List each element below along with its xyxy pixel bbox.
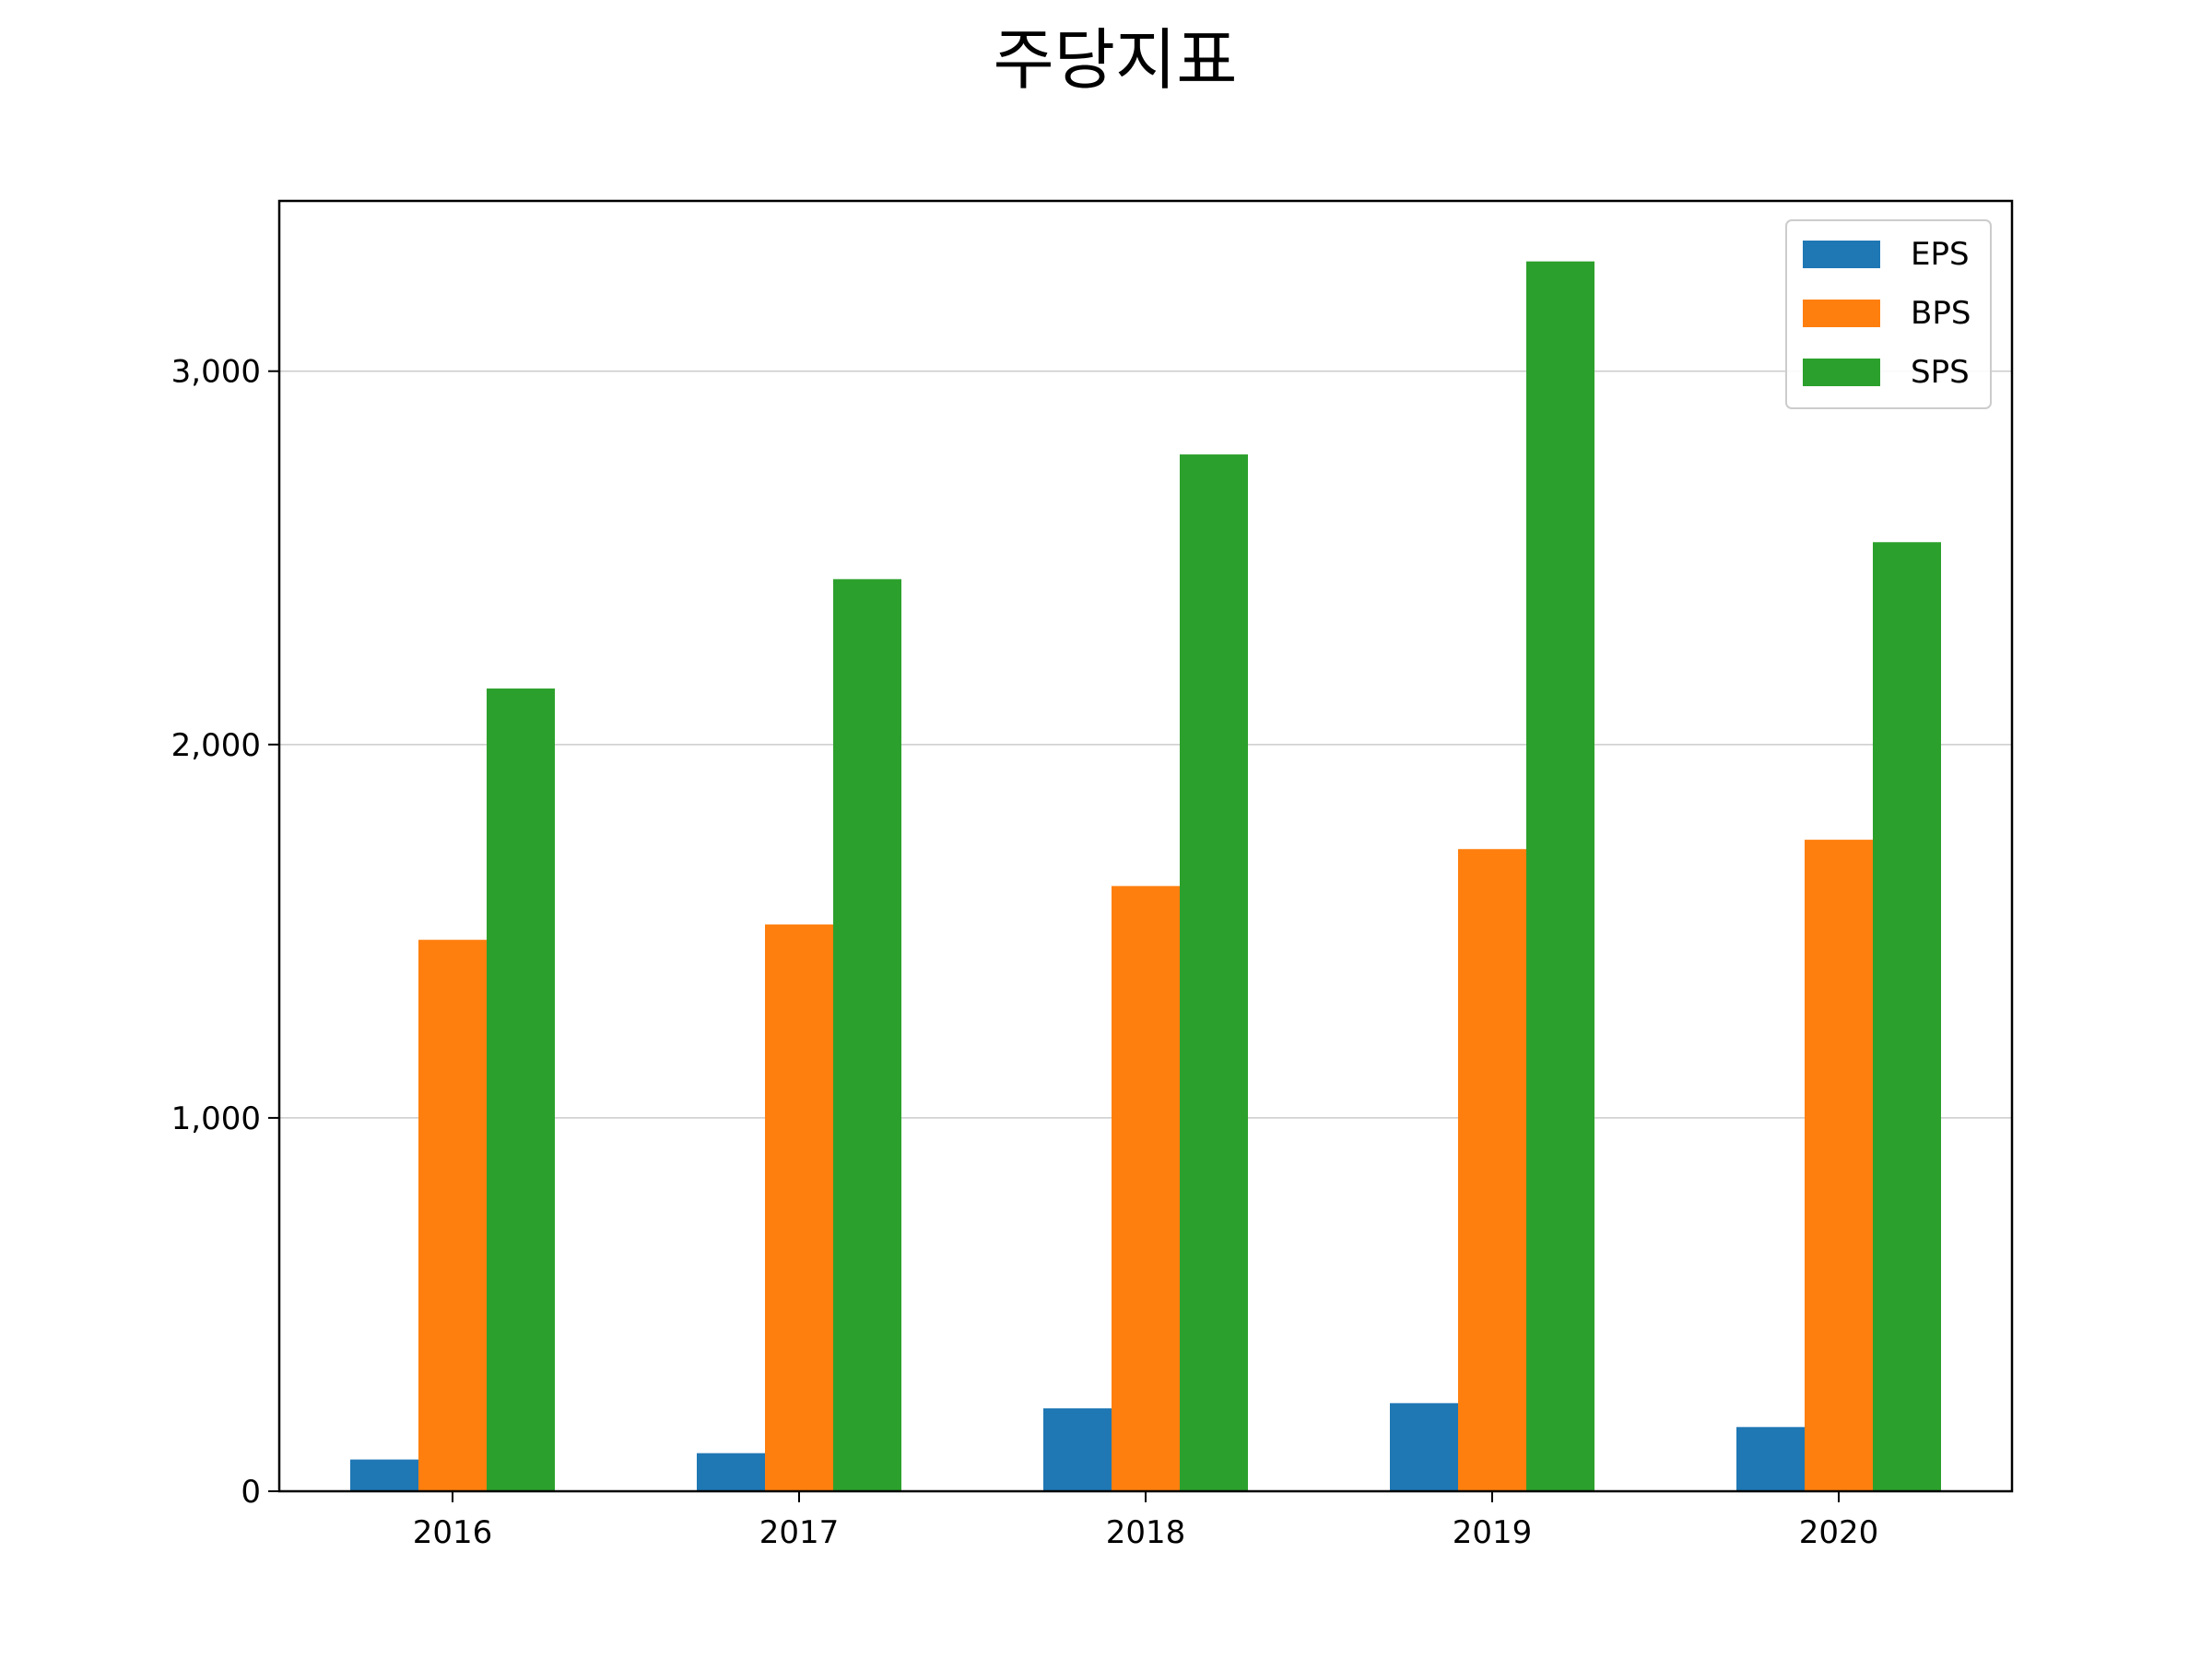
y-tick-label: 3,000 xyxy=(171,354,261,391)
y-tick-label: 2,000 xyxy=(171,727,261,764)
bar-sps-2016 xyxy=(487,688,555,1491)
legend-label-bps: BPS xyxy=(1911,295,1971,332)
legend-label-sps: SPS xyxy=(1911,354,1970,391)
bar-sps-2019 xyxy=(1526,261,1594,1491)
bar-bps-2017 xyxy=(765,924,833,1491)
legend-swatch-sps xyxy=(1803,359,1880,386)
y-axis: 0 1,000 2,000 3,000 xyxy=(171,354,279,1511)
bars xyxy=(350,261,1941,1491)
x-tick-label: 2016 xyxy=(413,1514,493,1551)
bar-eps-2019 xyxy=(1390,1403,1458,1491)
bar-eps-2018 xyxy=(1043,1408,1112,1491)
bar-bps-2018 xyxy=(1112,886,1180,1491)
bar-eps-2016 xyxy=(350,1459,418,1491)
bar-sps-2017 xyxy=(833,579,901,1491)
bar-sps-2020 xyxy=(1873,542,1941,1491)
y-tick-label: 0 xyxy=(241,1474,261,1511)
y-tick-label: 1,000 xyxy=(171,1100,261,1137)
x-tick-label: 2017 xyxy=(759,1514,840,1551)
bar-sps-2018 xyxy=(1180,454,1248,1491)
legend-swatch-bps xyxy=(1803,300,1880,327)
bar-bps-2020 xyxy=(1805,840,1873,1491)
legend-swatch-eps xyxy=(1803,241,1880,268)
bar-bps-2016 xyxy=(418,939,487,1491)
legend-label-eps: EPS xyxy=(1911,236,1970,273)
x-tick-label: 2018 xyxy=(1106,1514,1186,1551)
chart-title: 주당지표 xyxy=(994,21,1238,99)
x-tick-label: 2020 xyxy=(1799,1514,1879,1551)
bar-bps-2019 xyxy=(1458,849,1526,1491)
x-tick-label: 2019 xyxy=(1453,1514,1533,1551)
bar-eps-2017 xyxy=(697,1453,765,1491)
legend: EPS BPS SPS xyxy=(1785,219,1992,409)
bar-eps-2020 xyxy=(1736,1427,1805,1491)
x-axis: 2016 2017 2018 2019 2020 xyxy=(413,1491,1879,1551)
